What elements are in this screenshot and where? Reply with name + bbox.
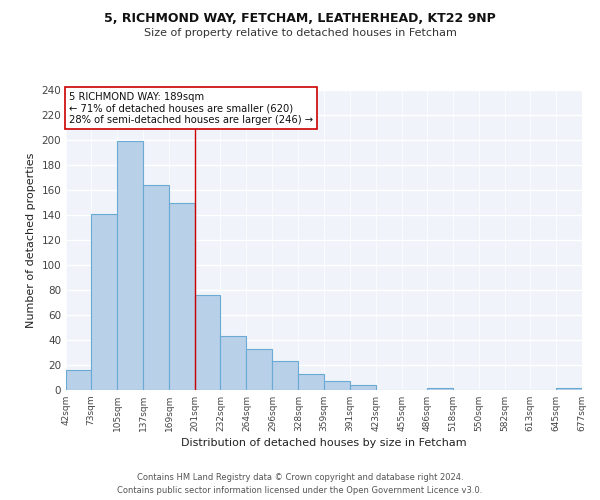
Bar xyxy=(350,385,376,390)
Bar xyxy=(91,214,117,390)
X-axis label: Distribution of detached houses by size in Fetcham: Distribution of detached houses by size … xyxy=(181,438,467,448)
Bar xyxy=(195,295,220,390)
Y-axis label: Number of detached properties: Number of detached properties xyxy=(26,152,36,328)
Bar xyxy=(220,336,247,390)
Text: Contains public sector information licensed under the Open Government Licence v3: Contains public sector information licen… xyxy=(118,486,482,495)
Bar xyxy=(323,381,350,390)
Text: 5, RICHMOND WAY, FETCHAM, LEATHERHEAD, KT22 9NP: 5, RICHMOND WAY, FETCHAM, LEATHERHEAD, K… xyxy=(104,12,496,26)
Bar xyxy=(117,141,143,390)
Bar xyxy=(427,388,453,390)
Bar xyxy=(298,374,323,390)
Bar xyxy=(272,361,298,390)
Bar xyxy=(143,185,169,390)
Bar xyxy=(66,370,91,390)
Text: Size of property relative to detached houses in Fetcham: Size of property relative to detached ho… xyxy=(143,28,457,38)
Text: 5 RICHMOND WAY: 189sqm
← 71% of detached houses are smaller (620)
28% of semi-de: 5 RICHMOND WAY: 189sqm ← 71% of detached… xyxy=(68,92,313,124)
Bar xyxy=(556,388,582,390)
Text: Contains HM Land Registry data © Crown copyright and database right 2024.: Contains HM Land Registry data © Crown c… xyxy=(137,472,463,482)
Bar xyxy=(247,349,272,390)
Bar xyxy=(169,202,195,390)
